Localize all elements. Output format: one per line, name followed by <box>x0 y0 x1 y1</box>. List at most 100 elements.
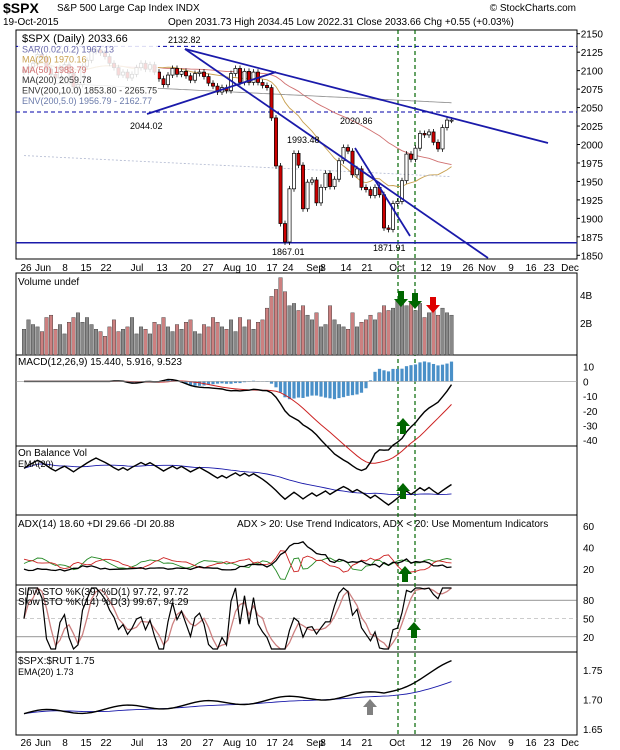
x-tick-bottom: Oct <box>389 738 405 749</box>
x-tick-top: Jul <box>131 263 144 274</box>
price-y-tick: 1850 <box>581 251 604 262</box>
volume-bar <box>355 326 360 356</box>
macd-histogram-bar <box>283 381 287 398</box>
volume-bar <box>409 303 414 356</box>
candle-body <box>449 119 454 122</box>
price-y-tick: 2050 <box>581 104 604 115</box>
volume-bar <box>251 329 256 356</box>
volume-bar <box>143 329 148 356</box>
x-tick-top: 8 <box>320 263 326 274</box>
volume-bar <box>395 300 400 356</box>
x-tick-bottom: Sep <box>306 738 324 749</box>
candle-body <box>206 76 211 84</box>
volume-bar <box>386 310 391 356</box>
candle-body <box>260 82 265 86</box>
volume-bar <box>224 329 229 356</box>
volume-bar <box>49 314 54 356</box>
volume-bar <box>192 331 197 356</box>
candle-body <box>404 153 409 182</box>
macd-signal-line <box>24 380 452 464</box>
volume-y-tick: 4B <box>580 291 593 302</box>
symbol-description: S&P 500 Large Cap Index INDX <box>57 3 200 14</box>
volume-bar <box>53 329 58 356</box>
volume-bar <box>314 312 319 356</box>
price-legend-item: MA(20) 1970.16 <box>22 55 87 65</box>
volume-bar <box>89 324 94 356</box>
macd-histogram-bar <box>229 381 233 384</box>
price-annotation: 2044.02 <box>130 121 163 131</box>
price-legend-item: MA(200) 2059.78 <box>22 75 92 85</box>
macd-y-tick: -40 <box>583 436 598 447</box>
adx-y-tick: 20 <box>583 565 595 576</box>
volume-bar <box>201 324 206 356</box>
macd-histogram-bar <box>346 381 350 396</box>
x-tick-bottom: 16 <box>525 738 537 749</box>
x-tick-top: 27 <box>202 263 214 274</box>
candle-body <box>368 189 373 196</box>
x-tick-bottom: Dec <box>561 738 579 749</box>
candle-body <box>247 71 251 83</box>
volume-bar <box>337 324 342 356</box>
candle-body <box>409 153 413 160</box>
macd-histogram-bar <box>350 381 355 396</box>
x-tick-bottom: Jun <box>35 738 51 749</box>
price-legend-item: ENV(200,5.0) 1956.79 - 2162.77 <box>22 96 152 106</box>
x-tick-bottom: 13 <box>156 738 168 749</box>
macd-histogram-bar <box>242 381 247 383</box>
panel-frame-2 <box>15 354 578 447</box>
candle-body <box>337 160 341 180</box>
volume-bar <box>183 322 188 356</box>
trendline-down-steep <box>184 48 489 259</box>
signal-arrow-up-green <box>407 622 421 638</box>
price-y-tick: 2150 <box>581 30 604 41</box>
macd-y-tick: -30 <box>583 421 598 432</box>
candle-body <box>301 164 305 210</box>
volume-bar <box>377 312 382 356</box>
volume-bar <box>237 317 242 356</box>
macd-histogram-bar <box>355 381 359 395</box>
volume-bar <box>296 310 301 356</box>
candle-body <box>373 186 377 196</box>
obv-legend: EMA(20) <box>18 459 54 469</box>
volume-bar <box>35 326 40 356</box>
macd-histogram-bar <box>233 381 238 384</box>
macd-histogram-bar <box>323 381 328 398</box>
volume-bar <box>58 324 63 356</box>
x-tick-bottom: 17 <box>266 738 278 749</box>
price-legend-item: SAR(0.02,0.2) 1967.13 <box>22 44 114 54</box>
sto-y-tick: 20 <box>583 633 595 644</box>
volume-bar <box>328 305 333 356</box>
price-legend-item: MA(50) 1983.79 <box>22 65 87 75</box>
macd-histogram-bar <box>382 370 386 382</box>
macd-histogram-bar <box>400 368 404 382</box>
candle-body <box>328 172 332 187</box>
x-tick-top: 22 <box>100 263 112 274</box>
volume-bar <box>111 319 116 356</box>
x-tick-top: 26 <box>20 263 32 274</box>
ratio-title: $SPX:$RUT 1.75 <box>18 656 95 667</box>
candle-body <box>355 168 359 176</box>
volume-bar <box>449 314 454 356</box>
x-tick-top: 12 <box>420 263 432 274</box>
volume-bar <box>120 329 125 356</box>
macd-y-tick: -20 <box>583 407 598 418</box>
volume-bar <box>147 333 152 356</box>
x-tick-bottom: 14 <box>340 738 352 749</box>
signal-arrow-down-green <box>408 293 422 309</box>
candle-body <box>265 85 269 88</box>
sto-title: Slow STO %K(39) %D(1) 97.72, 97.72 <box>18 587 189 598</box>
macd-histogram-bar <box>364 381 368 389</box>
volume-title: Volume undef <box>18 277 79 288</box>
x-tick-bottom: 10 <box>245 738 257 749</box>
macd-histogram-bar <box>377 368 382 382</box>
adx-plus-di-line <box>23 556 452 580</box>
price-annotation: 2020.86 <box>340 116 373 126</box>
volume-bar <box>287 305 292 356</box>
candle-body <box>314 179 319 204</box>
volume-bar <box>418 303 423 356</box>
volume-bar <box>242 326 247 356</box>
candle-body <box>184 71 188 77</box>
x-tick-top: 15 <box>80 263 92 274</box>
volume-bar <box>84 317 89 356</box>
